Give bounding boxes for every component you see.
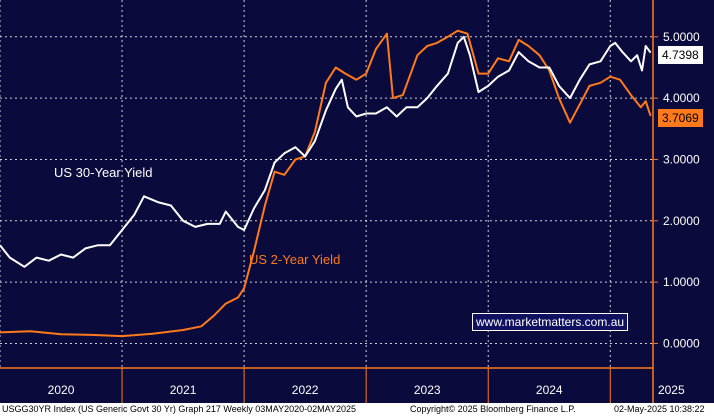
series-line-30y bbox=[0, 35, 652, 268]
footer-source: USGG30YR Index (US Generic Govt 30 Yr) G… bbox=[2, 404, 357, 414]
x-tick-label: 2020 bbox=[48, 383, 75, 397]
last-value-tag-30y: 4.7398 bbox=[658, 46, 703, 64]
footer-copyright: Copyright© 2025 Bloomberg Finance L.P. bbox=[410, 404, 576, 414]
series-lines bbox=[0, 29, 652, 338]
x-tick-label: 2021 bbox=[170, 383, 197, 397]
x-tick-label: 2025 bbox=[658, 383, 685, 397]
series-label-30y: US 30-Year Yield bbox=[54, 165, 153, 180]
x-tick-label: 2023 bbox=[414, 383, 441, 397]
y-axis-ticks: 5.0000 4.0000 3.0000 2.0000 1.0000 0.0000 bbox=[663, 30, 700, 351]
axes bbox=[0, 0, 658, 403]
y-tick-label: 2.0000 bbox=[663, 214, 700, 228]
series-label-2y: US 2-Year Yield bbox=[249, 252, 341, 267]
x-tick-label: 2022 bbox=[292, 383, 319, 397]
series-line-2y bbox=[0, 29, 652, 338]
plot-background bbox=[0, 0, 714, 403]
last-value-tag-2y: 3.7069 bbox=[658, 109, 703, 127]
footer-timestamp: 02-May-2025 10:38:22 bbox=[614, 404, 705, 414]
grid-lines bbox=[0, 0, 714, 403]
y-tick-label: 5.0000 bbox=[663, 30, 700, 44]
y-tick-label: 0.0000 bbox=[663, 336, 700, 350]
yield-chart: 5.0000 4.0000 3.0000 2.0000 1.0000 0.0000 202… bbox=[0, 0, 714, 403]
y-tick-label: 4.0000 bbox=[663, 91, 700, 105]
y-tick-label: 3.0000 bbox=[663, 152, 700, 166]
footer-bar: USGG30YR Index (US Generic Govt 30 Yr) G… bbox=[0, 403, 714, 417]
x-tick-label: 2024 bbox=[536, 383, 563, 397]
x-axis-ticks: 2020 2021 2022 2023 2024 2025 bbox=[48, 383, 685, 397]
y-tick-label: 1.0000 bbox=[663, 275, 700, 289]
watermark-link[interactable]: www.marketmatters.com.au bbox=[472, 313, 629, 331]
